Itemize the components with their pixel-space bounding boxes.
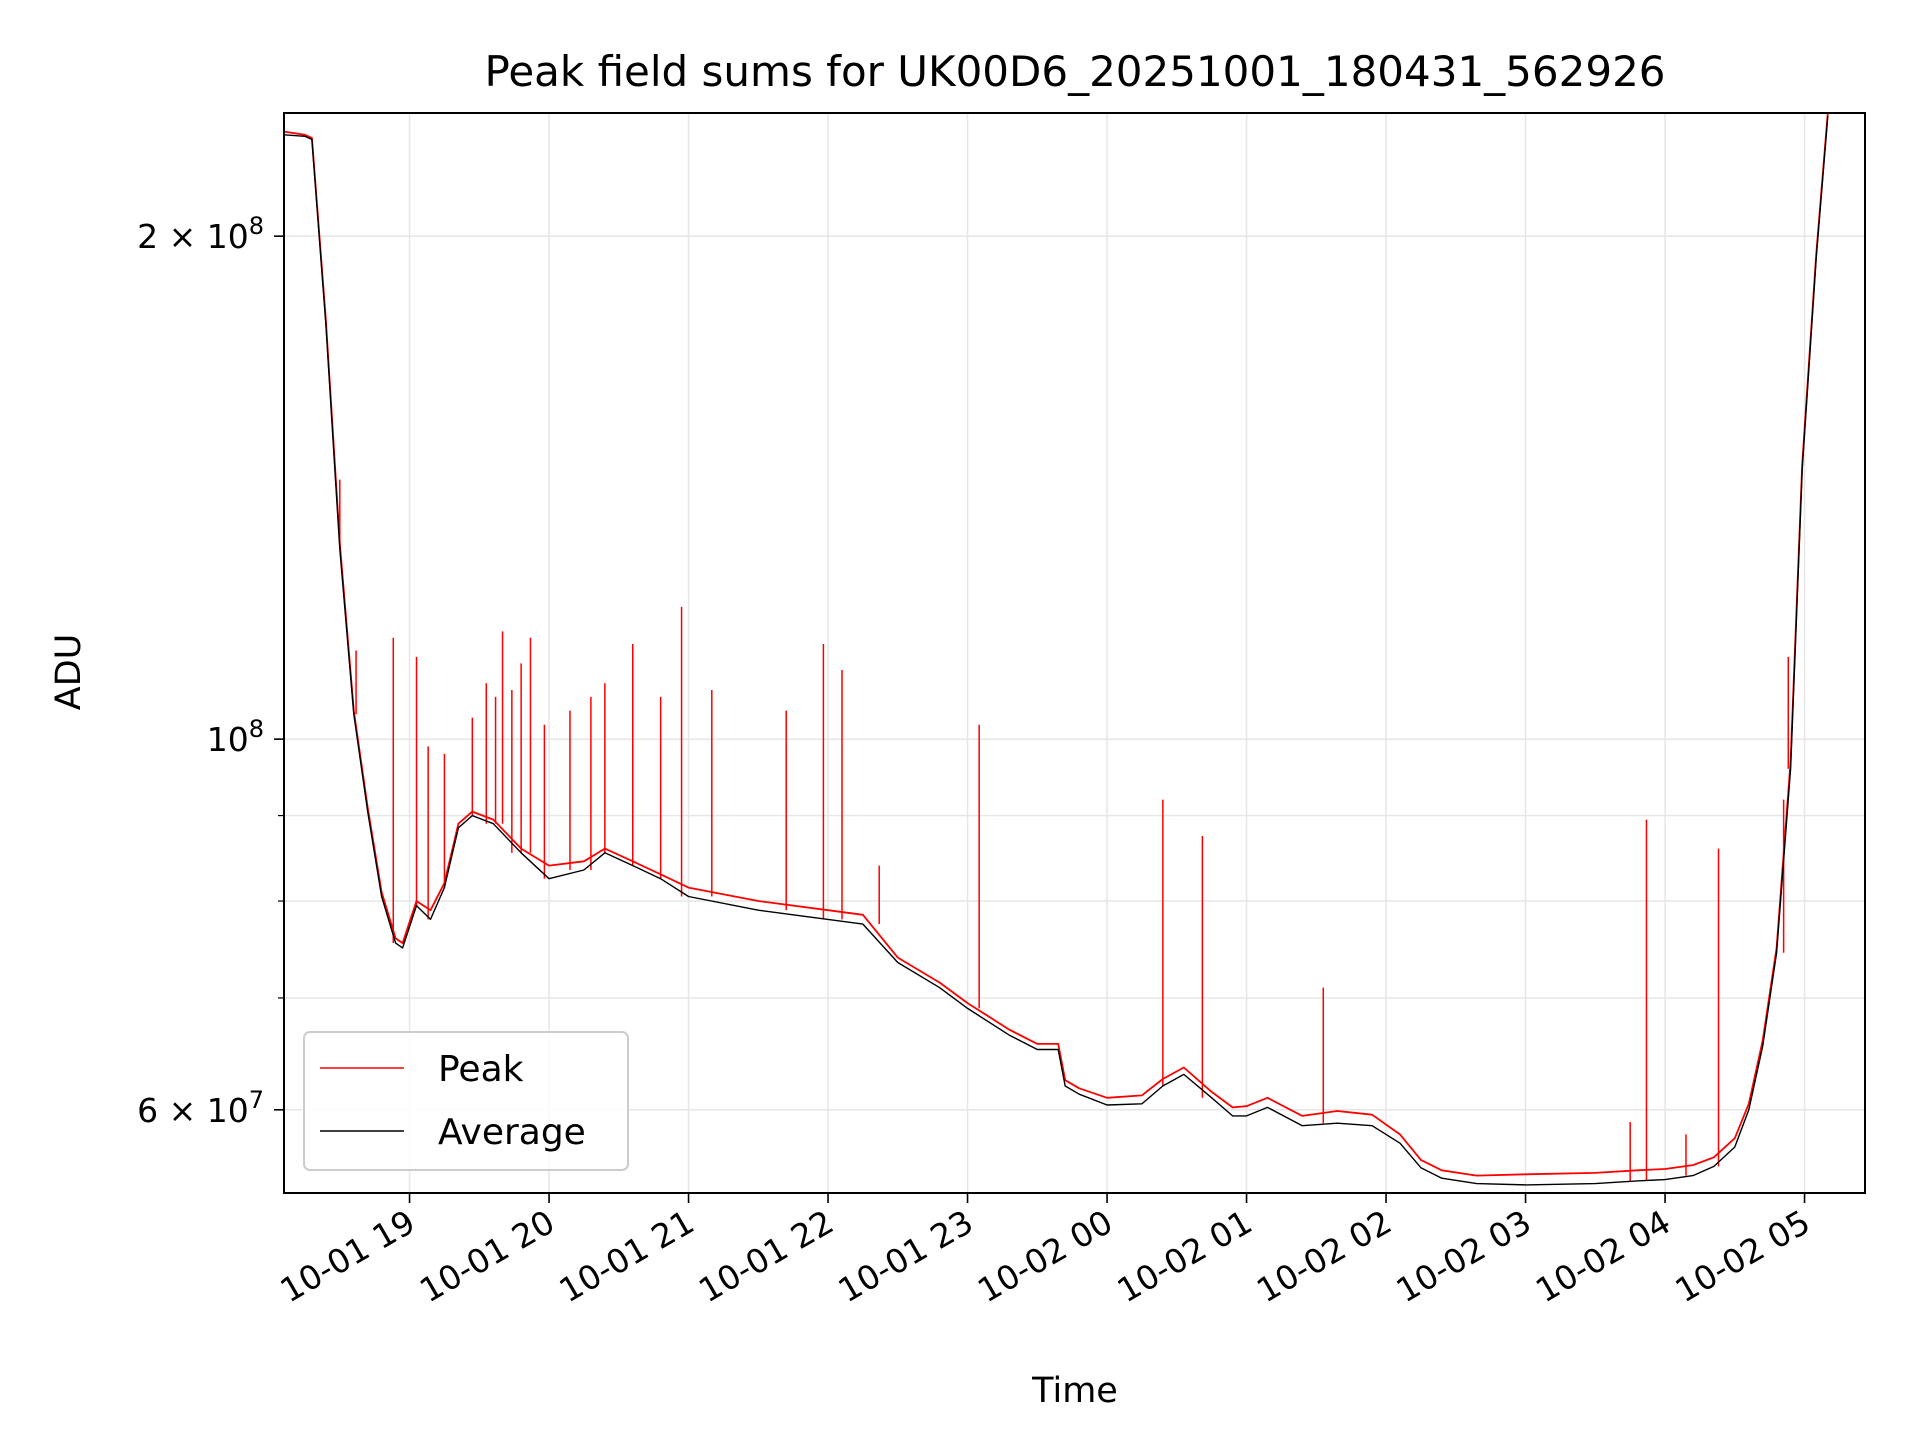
series-line-peak [284,113,1829,1177]
series-line-average [284,116,1829,1186]
legend-box [303,1031,629,1171]
legend-label-average: Average [438,1112,586,1153]
plot-frame [283,112,1866,1194]
legend-label-peak: Peak [438,1049,524,1090]
y-tick-label-2: 2 × 108 [137,212,264,256]
y-axis-label: ADU [49,634,89,711]
y-tick-label-1: 108 [207,715,264,759]
grid [284,113,1865,1193]
x-axis-label: Time [1031,1371,1118,1411]
chart-title: Peak field sums for UK00D6_20251001_1804… [484,47,1665,96]
y-axis: 6 × 107 108 2 × 108 [137,212,284,1130]
y-tick-label-0: 6 × 107 [137,1086,264,1130]
legend: Peak Average [303,1031,629,1171]
plot-series-group [284,113,1829,1186]
